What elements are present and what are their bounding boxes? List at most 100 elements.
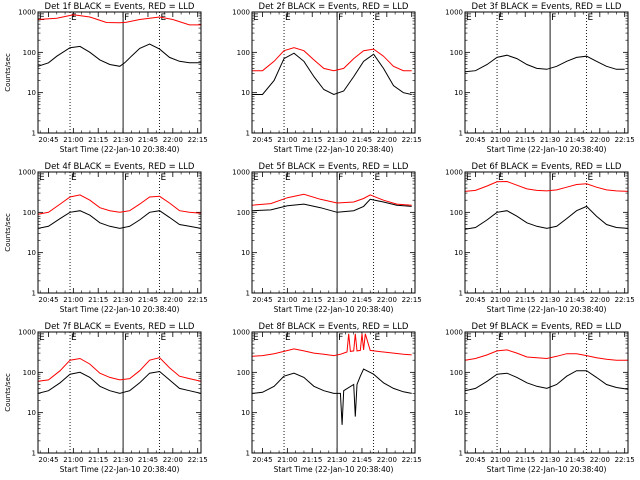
marker-label: F <box>338 13 343 23</box>
series-line-lld <box>465 349 628 361</box>
panel-det-9f: Det 9f BLACK = Events, RED = LLD Start Ti… <box>445 322 635 474</box>
x-tick-label: 21:45 <box>138 456 158 464</box>
x-tick-label: 22:00 <box>590 296 610 304</box>
y-tick-label: 1000 <box>232 169 250 177</box>
y-tick-label: 1000 <box>232 329 250 337</box>
x-tick-label: 22:00 <box>590 136 610 144</box>
x-tick-label: 22:15 <box>402 456 422 464</box>
series-line-lld <box>465 180 628 192</box>
marker-label: E <box>39 173 45 183</box>
x-tick-label: 21:15 <box>302 136 322 144</box>
marker-label: E <box>253 333 259 343</box>
marker-label: F <box>551 173 556 183</box>
x-tick-label: 20:45 <box>38 456 58 464</box>
x-tick-label: 22:15 <box>188 136 208 144</box>
x-tick-label: 22:00 <box>377 136 397 144</box>
y-tick-label: 1 <box>32 450 36 458</box>
plot-frame <box>37 331 202 454</box>
x-tick-label: 21:30 <box>113 136 133 144</box>
x-tick-label: 22:00 <box>377 296 397 304</box>
marker-label: F <box>551 13 556 23</box>
series-line-events <box>38 210 201 229</box>
y-tick-label: 1 <box>459 130 463 138</box>
panel-det-4f: Det 4f BLACK = Events, RED = LLD Counts/s… <box>4 162 208 314</box>
y-tick-label: 1000 <box>18 9 36 17</box>
marker-label: E <box>498 13 504 23</box>
marker-label: E <box>253 13 259 23</box>
x-axis-label: Start Time (22-Jan-10 20:38:40) <box>60 305 180 314</box>
x-tick-label: 21:15 <box>88 296 108 304</box>
y-tick-label: 10 <box>241 409 250 417</box>
x-tick-label: 20:45 <box>252 456 272 464</box>
marker-label: E <box>71 333 77 343</box>
x-tick-label: 22:00 <box>590 456 610 464</box>
y-tick-label: 1000 <box>445 9 463 17</box>
marker-label: E <box>161 333 167 343</box>
x-axis-label: Start Time (22-Jan-10 20:38:40) <box>274 305 394 314</box>
x-tick-label: 20:45 <box>38 296 58 304</box>
marker-label: F <box>124 13 129 23</box>
y-axis-label: Counts/sec <box>4 373 12 412</box>
marker-label: E <box>71 13 77 23</box>
plot-frame <box>37 11 202 134</box>
x-axis-label: Start Time (22-Jan-10 20:38:40) <box>60 145 180 154</box>
marker-label: F <box>551 333 556 343</box>
marker-label: E <box>466 333 472 343</box>
x-tick-label: 22:15 <box>615 296 635 304</box>
y-tick-label: 100 <box>237 209 250 217</box>
x-tick-label: 21:15 <box>515 456 535 464</box>
x-tick-label: 21:45 <box>138 296 158 304</box>
x-tick-label: 21:00 <box>63 296 83 304</box>
plot-frame <box>251 331 416 454</box>
x-tick-label: 22:00 <box>163 456 183 464</box>
x-axis-label: Start Time (22-Jan-10 20:38:40) <box>487 145 607 154</box>
marker-label: E <box>498 173 504 183</box>
plot-frame <box>251 171 416 294</box>
x-tick-label: 21:15 <box>515 296 535 304</box>
marker-label: E <box>39 333 45 343</box>
marker-label: E <box>588 13 594 23</box>
y-tick-label: 10 <box>454 409 463 417</box>
y-tick-label: 10 <box>454 249 463 257</box>
y-tick-label: 100 <box>237 49 250 57</box>
x-tick-label: 20:45 <box>465 136 485 144</box>
x-tick-label: 22:00 <box>377 456 397 464</box>
x-tick-label: 21:00 <box>63 136 83 144</box>
panel-title: Det 3f BLACK = Events, RED = LLD <box>472 2 622 12</box>
y-tick-label: 1000 <box>18 329 36 337</box>
x-tick-label: 21:00 <box>490 456 510 464</box>
plot-frame <box>464 171 629 294</box>
y-tick-label: 100 <box>450 209 463 217</box>
panel-det-3f: Det 3f BLACK = Events, RED = LLD Start Ti… <box>445 2 635 154</box>
series-line-events <box>252 368 412 425</box>
x-tick-label: 20:45 <box>465 456 485 464</box>
x-tick-label: 22:15 <box>402 296 422 304</box>
y-tick-label: 10 <box>241 89 250 97</box>
y-axis-label: Counts/sec <box>4 213 12 252</box>
x-tick-label: 22:15 <box>402 136 422 144</box>
x-tick-label: 21:00 <box>277 296 297 304</box>
y-tick-label: 100 <box>450 369 463 377</box>
x-tick-label: 21:30 <box>327 456 347 464</box>
y-tick-label: 1 <box>459 290 463 298</box>
marker-label: F <box>124 173 129 183</box>
series-line-events <box>38 43 201 67</box>
y-axis-label: Counts/sec <box>4 53 12 92</box>
panel-title: Det 5f BLACK = Events, RED = LLD <box>259 162 409 172</box>
x-tick-label: 21:00 <box>490 296 510 304</box>
panel-title: Det 6f BLACK = Events, RED = LLD <box>472 162 622 172</box>
panel-title: Det 1f BLACK = Events, RED = LLD <box>45 2 195 12</box>
y-tick-label: 100 <box>450 49 463 57</box>
y-tick-label: 100 <box>23 49 36 57</box>
x-axis-label: Start Time (22-Jan-10 20:38:40) <box>487 305 607 314</box>
series-line-lld <box>38 357 201 382</box>
y-tick-label: 10 <box>27 249 36 257</box>
x-tick-label: 22:00 <box>163 136 183 144</box>
marker-label: E <box>161 173 167 183</box>
marker-label: E <box>285 13 291 23</box>
y-tick-label: 1000 <box>445 329 463 337</box>
x-tick-label: 21:15 <box>302 296 322 304</box>
series-line-lld <box>252 193 412 206</box>
x-tick-label: 21:45 <box>352 136 372 144</box>
